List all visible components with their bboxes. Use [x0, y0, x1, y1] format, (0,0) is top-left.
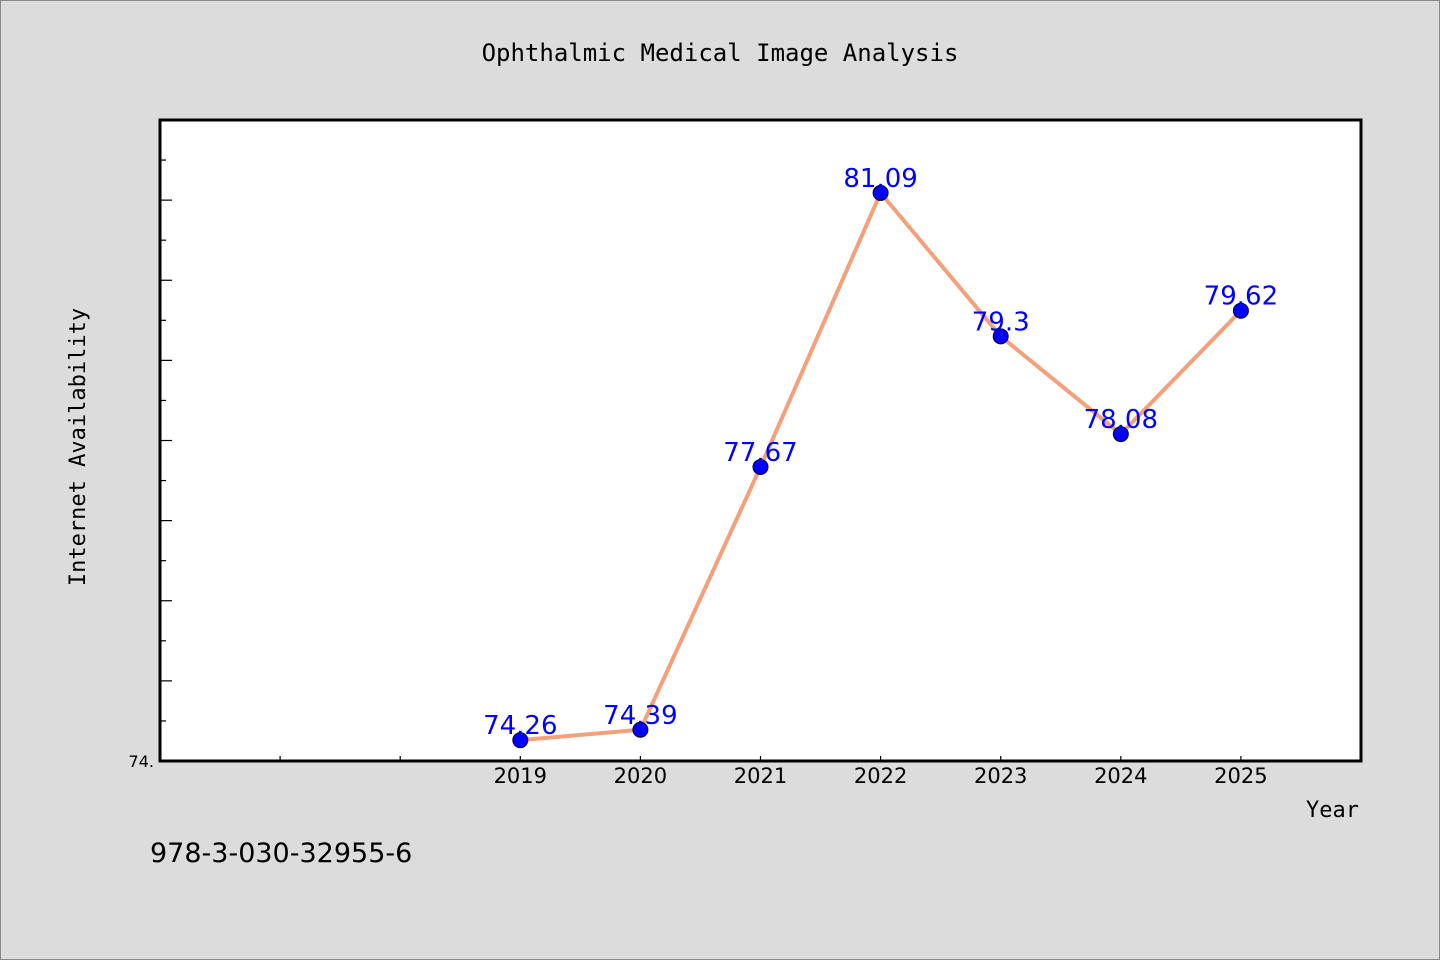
data-label: 78.08 [1084, 405, 1158, 435]
data-point [512, 732, 529, 749]
x-axis-tick-labels: 2019 2020 2021 2022 2023 2024 2025 [494, 764, 1268, 788]
y-axis-ticks [160, 159, 172, 722]
data-point [1112, 426, 1129, 443]
x-tick-label: 2024 [1094, 764, 1147, 788]
data-label: 79.3 [972, 307, 1030, 337]
y-tick-label: 74. [129, 752, 154, 771]
x-tick-label: 2020 [614, 764, 667, 788]
data-point [992, 328, 1009, 345]
series-layer: 74.26 74.39 77.67 81.09 79.3 78.08 79.62 [483, 164, 1278, 749]
x-tick-label: 2023 [974, 764, 1027, 788]
isbn-footer: 978-3-030-32955-6 [150, 838, 412, 869]
data-point [872, 184, 889, 201]
data-label: 77.67 [723, 438, 797, 468]
data-label: 74.39 [603, 701, 677, 731]
x-tick-label: 2022 [854, 764, 907, 788]
data-label: 79.62 [1204, 282, 1278, 312]
data-label: 74.26 [483, 711, 557, 741]
x-tick-label: 2025 [1214, 764, 1267, 788]
x-axis-label: Year [1306, 798, 1359, 823]
data-point [752, 458, 769, 475]
y-axis-label: Internet Availability [66, 308, 91, 586]
chart-title: Ophthalmic Medical Image Analysis [482, 39, 959, 67]
data-point [632, 721, 649, 738]
x-tick-label: 2021 [734, 764, 787, 788]
x-axis-ticks [159, 756, 1242, 761]
data-point [1232, 302, 1249, 319]
data-label: 81.09 [843, 164, 917, 194]
y-axis-tick-labels: 74. [129, 752, 154, 771]
plot-area [158, 118, 1363, 763]
x-tick-label: 2019 [494, 764, 547, 788]
